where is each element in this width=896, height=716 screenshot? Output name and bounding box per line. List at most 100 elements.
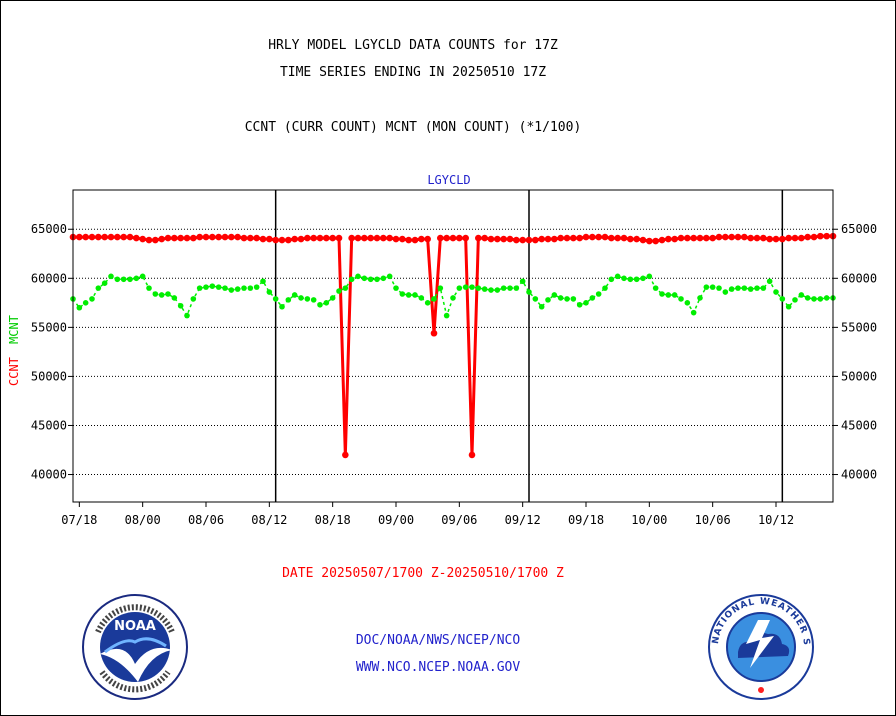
mcnt-point: [405, 292, 412, 298]
mcnt-point: [355, 273, 361, 280]
x-tick-label: 09/12: [505, 513, 541, 527]
mcnt-point: [760, 285, 767, 291]
chart-area: 40000 40000 45000 45000 50000 50000 55000 55000…: [7, 173, 877, 527]
ccnt-point: [671, 235, 678, 243]
ccnt-point: [139, 235, 146, 243]
ccnt-point: [532, 236, 539, 244]
mcnt-point: [811, 296, 817, 302]
mcnt-point: [500, 285, 507, 291]
ccnt-point: [253, 234, 260, 242]
x-tick-label: 10/06: [695, 513, 731, 527]
mcnt-point: [785, 303, 792, 310]
mcnt-point: [184, 312, 190, 319]
ccnt-point: [646, 237, 653, 245]
ccnt-point: [291, 235, 298, 243]
chart-title-line2: TIME SERIES ENDING IN 20250510 17Z: [279, 65, 547, 80]
mcnt-point: [475, 285, 482, 291]
ccnt-point: [608, 234, 615, 242]
ccnt-point: [804, 233, 811, 241]
ccnt-point: [703, 234, 710, 242]
mcnt-point: [678, 296, 684, 302]
mcnt-point: [95, 285, 102, 291]
mcnt-point: [317, 301, 323, 308]
mcnt-point: [621, 275, 627, 282]
ccnt-point: [424, 235, 431, 243]
mcnt-point: [703, 284, 710, 290]
ccnt-point: [386, 234, 393, 242]
ccnt-point: [576, 234, 583, 242]
ccnt-point: [677, 234, 685, 242]
mcnt-point: [89, 296, 95, 302]
y-tick-label-left: 45000: [31, 418, 67, 432]
mcnt-point: [450, 295, 456, 301]
ccnt-point: [506, 235, 514, 243]
ccnt-point: [126, 233, 134, 241]
mcnt-point: [158, 292, 165, 298]
mcnt-point: [779, 296, 786, 302]
mcnt-point: [114, 276, 121, 283]
mcnt-point: [76, 304, 83, 311]
ccnt-point: [753, 234, 761, 242]
noaa-logo: NOAA: [82, 594, 188, 700]
ccnt-point: [234, 233, 241, 241]
ccnt-point: [190, 234, 197, 242]
ccnt-point: [544, 235, 552, 243]
ccnt-point: [627, 235, 634, 243]
ccnt-point: [614, 234, 621, 242]
mcnt-point: [513, 285, 520, 291]
y-tick-label-left: 60000: [31, 271, 67, 285]
ccnt-point: [120, 233, 127, 241]
mcnt-point: [272, 296, 279, 302]
mcnt-point: [557, 295, 564, 301]
ccnt-point: [335, 234, 343, 242]
ccnt-point: [715, 233, 723, 241]
ccnt-point: [145, 236, 153, 244]
mcnt-point: [494, 287, 501, 293]
ccnt-point: [399, 235, 406, 243]
x-tick-label: 10/00: [631, 513, 667, 527]
mcnt-point: [424, 300, 431, 306]
ccnt-point: [494, 235, 501, 243]
mcnt-point: [469, 284, 475, 290]
mcnt-point: [329, 295, 336, 301]
mcnt-point: [304, 296, 311, 302]
y-axis-label-mcnt: MCNT: [7, 315, 21, 344]
mcnt-point: [576, 301, 583, 308]
ccnt-point: [513, 236, 520, 244]
mcnt-point: [481, 286, 488, 292]
mcnt-point: [754, 285, 760, 291]
mcnt-point: [697, 295, 703, 301]
ccnt-point: [95, 233, 102, 241]
mcnt-point: [361, 275, 368, 282]
mcnt-point: [627, 276, 634, 283]
ccnt-point: [215, 233, 222, 241]
mcnt-point: [443, 312, 450, 319]
ccnt-point: [709, 234, 716, 242]
ccnt-point: [639, 236, 647, 244]
ccnt-point: [158, 235, 165, 243]
ccnt-point: [487, 235, 495, 243]
ccnt-point: [557, 234, 564, 242]
ccnt-point: [88, 233, 96, 241]
mcnt-point: [133, 275, 140, 282]
mcnt-point: [177, 302, 184, 309]
mcnt-point: [671, 292, 678, 298]
ccnt-point: [114, 233, 121, 241]
ccnt-series-line: [73, 234, 833, 455]
ccnt-point: [481, 234, 488, 242]
ccnt-point: [722, 233, 729, 241]
ccnt-point: [684, 234, 691, 242]
x-tick-label: 08/18: [315, 513, 351, 527]
ccnt-point: [228, 233, 235, 241]
ccnt-point: [652, 237, 659, 245]
chart-subtitle: CCNT (CURR COUNT) MCNT (MON COUNT) (*1/1…: [244, 120, 582, 135]
ccnt-point: [380, 234, 387, 242]
y-tick-label-right: 65000: [841, 222, 877, 236]
ccnt-point: [240, 234, 248, 242]
ccnt-point: [696, 234, 704, 242]
ccnt-point: [798, 234, 805, 242]
ccnt-point: [728, 233, 735, 241]
mcnt-point: [665, 292, 672, 298]
mcnt-point: [519, 278, 526, 285]
ccnt-point: [437, 234, 444, 242]
